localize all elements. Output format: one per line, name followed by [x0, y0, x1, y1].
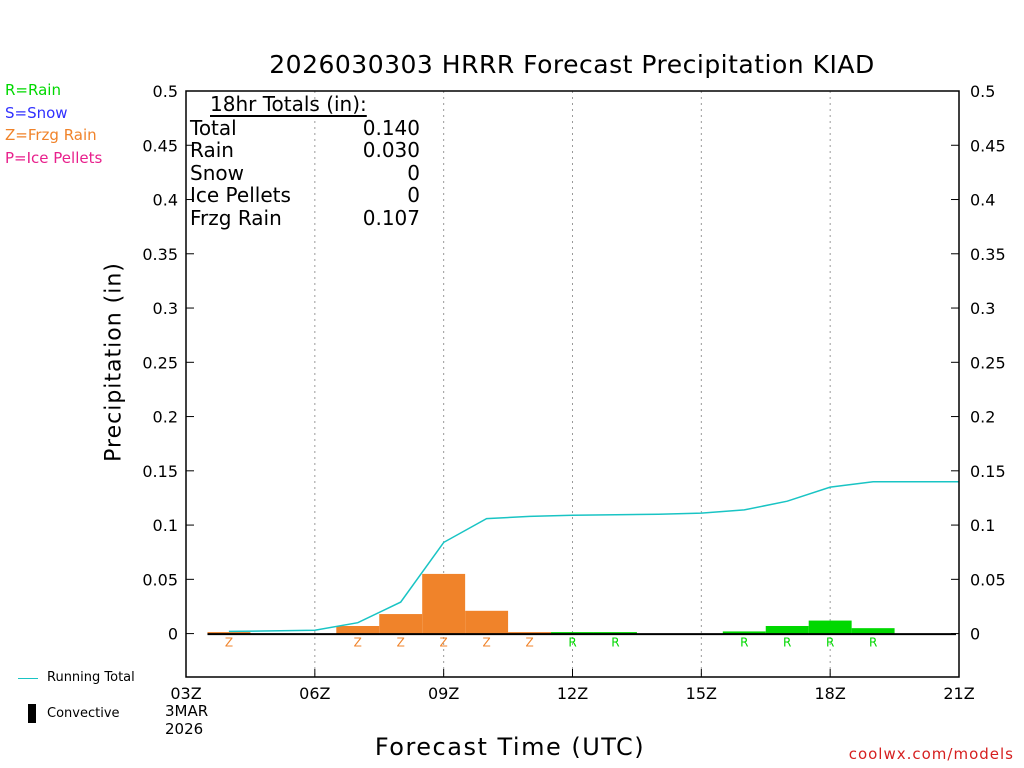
y-tick-label-left-9: 0.45	[142, 136, 178, 155]
y-tick-label-right-10: 0.5	[970, 82, 995, 101]
y-tick-label-right-2: 0.1	[970, 516, 995, 535]
y-tick-label-right-7: 0.35	[970, 245, 1006, 264]
precip-bar-11z	[508, 632, 552, 634]
legend-rain: R=Rain	[5, 81, 61, 99]
precip-bar-18z	[808, 620, 852, 634]
precip-type-label-16z: R	[740, 636, 748, 650]
precip-bar-19z	[851, 628, 895, 634]
totals-row-rain: Rain 0.030	[190, 138, 420, 163]
y-tick-label-left-8: 0.4	[153, 191, 178, 210]
x-date-year: 2026	[165, 720, 204, 738]
legend-ice-pellets: P=Ice Pellets	[5, 149, 103, 167]
convective-legend-label: Convective	[47, 706, 120, 721]
x-tick-label-06z: 06Z	[299, 684, 330, 703]
credit-link[interactable]: coolwx.com/models	[848, 745, 1014, 763]
precip-type-label-18z: R	[826, 636, 834, 650]
x-tick-label-15z: 15Z	[686, 684, 717, 703]
precip-bar-17z	[765, 625, 809, 634]
chart-title: 2026030303 HRRR Forecast Precipitation K…	[269, 50, 875, 79]
running-total-legend-label: Running Total	[47, 670, 135, 685]
totals-box: 18hr Totals (in): Total 0.140 Rain 0.030 S…	[190, 93, 420, 230]
x-date-day: 3MAR	[165, 702, 209, 720]
y-tick-label-right-8: 0.4	[970, 191, 995, 210]
totals-row-snow: Snow 0	[190, 160, 420, 185]
running-total-line	[228, 480, 959, 633]
precip-type-label-7z: Z	[354, 636, 362, 650]
x-date-label: 3MAR 2026	[165, 702, 208, 738]
y-tick-label-right-5: 0.25	[970, 353, 1006, 372]
y-tick-label-left-10: 0.5	[153, 82, 178, 101]
y-tick-label-right-0: 0	[970, 625, 980, 644]
precip-bar-4z	[207, 632, 251, 634]
y-tick-label-left-4: 0.2	[153, 408, 178, 427]
precip-type-label-8z: Z	[397, 636, 405, 650]
precip-bar-8z	[379, 614, 423, 634]
y-tick-label-left-0: 0	[168, 625, 178, 644]
precip-type-label-4z: Z	[225, 636, 233, 650]
y-tick-label-right-9: 0.45	[970, 136, 1006, 155]
totals-row-ice-pellets: Ice Pellets 0	[190, 183, 420, 208]
precip-type-label-9z: Z	[440, 636, 448, 650]
y-tick-label-right-6: 0.3	[970, 299, 995, 318]
x-tick-label-12z: 12Z	[557, 684, 588, 703]
precip-type-label-10z: Z	[482, 636, 490, 650]
legend-snow: S=Snow	[5, 104, 68, 122]
totals-row-total: Total 0.140	[190, 115, 420, 140]
y-tick-label-left-6: 0.3	[153, 299, 178, 318]
legend-frzg-rain: Z=Frzg Rain	[5, 126, 97, 144]
precip-bar-13z	[593, 632, 637, 634]
precip-bar-12z	[551, 632, 594, 634]
precip-bar-16z	[722, 631, 766, 634]
totals-row-frzg-rain: Frzg Rain 0.107	[190, 205, 420, 230]
totals-header: 18hr Totals (in):	[210, 92, 367, 116]
precip-bar-10z	[465, 610, 509, 634]
y-tick-label-right-4: 0.2	[970, 408, 995, 427]
y-tick-label-left-3: 0.15	[142, 462, 178, 481]
y-tick-label-left-1: 0.05	[142, 570, 178, 589]
x-tick-label-09z: 09Z	[428, 684, 459, 703]
y-tick-label-right-3: 0.15	[970, 462, 1006, 481]
precip-type-label-17z: R	[783, 636, 791, 650]
convective-legend-swatch	[28, 704, 36, 723]
y-tick-label-left-2: 0.1	[153, 516, 178, 535]
x-tick-label-18z: 18Z	[815, 684, 846, 703]
precip-type-label-12z: R	[568, 636, 576, 650]
x-tick-label-03z: 03Z	[170, 684, 201, 703]
y-tick-label-left-7: 0.35	[142, 245, 178, 264]
precip-type-label-13z: R	[611, 636, 619, 650]
x-axis-label: Forecast Time (UTC)	[374, 733, 646, 761]
precip-type-label-19z: R	[869, 636, 877, 650]
precip-bar-7z	[336, 625, 380, 634]
y-tick-label-right-1: 0.05	[970, 570, 1006, 589]
y-tick-label-left-5: 0.25	[142, 353, 178, 372]
x-tick-label-21z: 21Z	[943, 684, 974, 703]
running-total-legend-line	[18, 678, 38, 679]
precip-type-label-11z: Z	[525, 636, 533, 650]
precip-bar-9z	[422, 573, 466, 634]
